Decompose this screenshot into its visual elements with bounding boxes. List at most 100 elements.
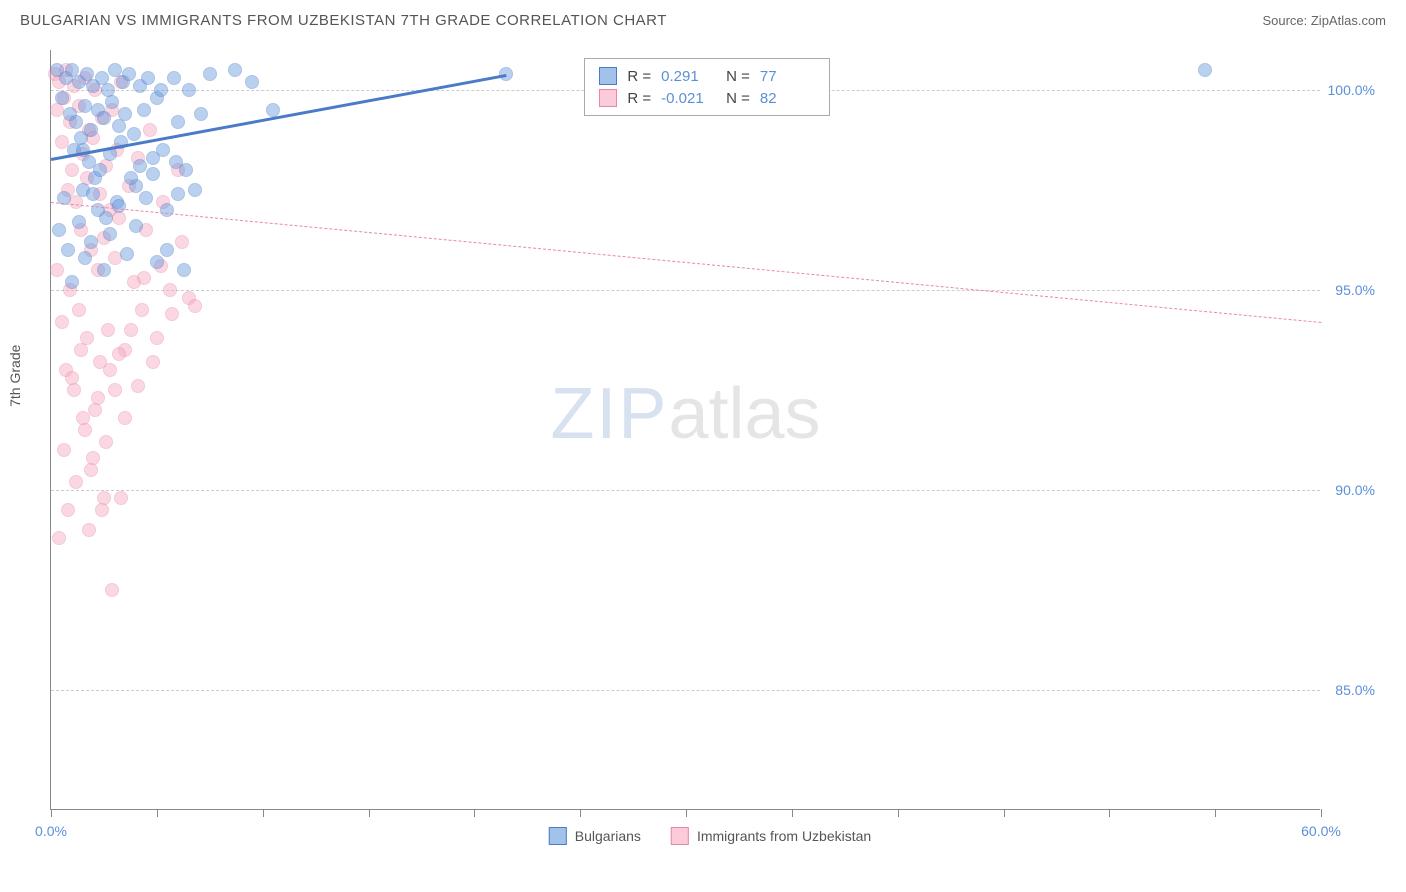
- legend-swatch-bulgarians: [549, 827, 567, 845]
- scatter-point: [74, 343, 88, 357]
- scatter-point: [52, 531, 66, 545]
- legend-label-bulgarians: Bulgarians: [575, 828, 641, 844]
- scatter-point: [78, 251, 92, 265]
- scatter-point: [139, 191, 153, 205]
- scatter-point: [57, 443, 71, 457]
- scatter-point: [84, 123, 98, 137]
- scatter-point: [156, 143, 170, 157]
- stats-n-label: N =: [726, 68, 750, 85]
- source-attribution: Source: ZipAtlas.com: [1262, 13, 1386, 28]
- scatter-point: [61, 243, 75, 257]
- scatter-point: [118, 107, 132, 121]
- scatter-point: [82, 523, 96, 537]
- x-tick: [898, 809, 899, 817]
- x-tick: [1004, 809, 1005, 817]
- scatter-point: [86, 187, 100, 201]
- legend-item-uzbekistan: Immigrants from Uzbekistan: [671, 827, 871, 845]
- scatter-point: [55, 135, 69, 149]
- scatter-point: [65, 163, 79, 177]
- gridline: [51, 290, 1320, 291]
- scatter-point: [167, 71, 181, 85]
- scatter-point: [86, 451, 100, 465]
- scatter-point: [99, 435, 113, 449]
- scatter-point: [160, 203, 174, 217]
- scatter-point: [105, 95, 119, 109]
- y-tick-label: 90.0%: [1335, 482, 1375, 498]
- scatter-point: [69, 195, 83, 209]
- gridline: [51, 490, 1320, 491]
- scatter-point: [103, 363, 117, 377]
- scatter-point: [112, 119, 126, 133]
- scatter-point: [1198, 63, 1212, 77]
- y-tick-label: 85.0%: [1335, 682, 1375, 698]
- scatter-point: [120, 247, 134, 261]
- scatter-point: [72, 303, 86, 317]
- stats-n-value: 82: [760, 90, 815, 107]
- x-tick: [1321, 809, 1322, 817]
- scatter-point: [165, 307, 179, 321]
- x-tick: [792, 809, 793, 817]
- stats-r-label: R =: [627, 68, 651, 85]
- scatter-point: [118, 411, 132, 425]
- scatter-point: [97, 111, 111, 125]
- scatter-point: [131, 379, 145, 393]
- header: BULGARIAN VS IMMIGRANTS FROM UZBEKISTAN …: [0, 0, 1406, 37]
- scatter-point: [50, 263, 64, 277]
- scatter-point: [84, 463, 98, 477]
- scatter-point: [88, 403, 102, 417]
- legend-swatch-uzbekistan: [671, 827, 689, 845]
- scatter-point: [101, 323, 115, 337]
- scatter-point: [141, 71, 155, 85]
- scatter-point: [177, 263, 191, 277]
- scatter-point: [129, 219, 143, 233]
- x-tick: [263, 809, 264, 817]
- stats-r-value: 0.291: [661, 68, 716, 85]
- y-axis-label: 7th Grade: [7, 345, 23, 407]
- scatter-point: [84, 235, 98, 249]
- chart-container: 7th Grade ZIPatlas 85.0%90.0%95.0%100.0%…: [50, 50, 1370, 810]
- y-tick-label: 95.0%: [1335, 282, 1375, 298]
- scatter-point: [146, 167, 160, 181]
- scatter-point: [171, 187, 185, 201]
- x-tick: [686, 809, 687, 817]
- scatter-point: [154, 83, 168, 97]
- watermark: ZIPatlas: [550, 373, 820, 455]
- scatter-point: [133, 159, 147, 173]
- x-tick-label: 60.0%: [1301, 823, 1341, 839]
- scatter-point: [103, 227, 117, 241]
- scatter-point: [150, 331, 164, 345]
- legend-item-bulgarians: Bulgarians: [549, 827, 641, 845]
- scatter-point: [105, 583, 119, 597]
- x-tick: [580, 809, 581, 817]
- scatter-point: [114, 491, 128, 505]
- scatter-point: [135, 303, 149, 317]
- scatter-point: [179, 163, 193, 177]
- scatter-point: [245, 75, 259, 89]
- scatter-point: [203, 67, 217, 81]
- scatter-point: [65, 275, 79, 289]
- stats-swatch: [599, 67, 617, 85]
- scatter-point: [146, 355, 160, 369]
- watermark-zip: ZIP: [550, 374, 668, 454]
- stats-r-label: R =: [627, 90, 651, 107]
- x-tick-label: 0.0%: [35, 823, 67, 839]
- scatter-point: [52, 223, 66, 237]
- watermark-atlas: atlas: [668, 374, 820, 454]
- scatter-point: [72, 215, 86, 229]
- scatter-point: [112, 199, 126, 213]
- legend: Bulgarians Immigrants from Uzbekistan: [549, 827, 871, 845]
- x-tick: [157, 809, 158, 817]
- scatter-point: [150, 255, 164, 269]
- scatter-point: [69, 475, 83, 489]
- scatter-point: [124, 323, 138, 337]
- scatter-point: [112, 347, 126, 361]
- scatter-point: [171, 115, 185, 129]
- scatter-point: [69, 115, 83, 129]
- trendline-uzbekistan: [51, 202, 1321, 323]
- scatter-point: [108, 383, 122, 397]
- x-tick: [1109, 809, 1110, 817]
- scatter-point: [78, 423, 92, 437]
- x-tick: [1215, 809, 1216, 817]
- stats-row-uzbekistan: R = -0.021N = 82: [599, 87, 815, 109]
- stats-n-label: N =: [726, 90, 750, 107]
